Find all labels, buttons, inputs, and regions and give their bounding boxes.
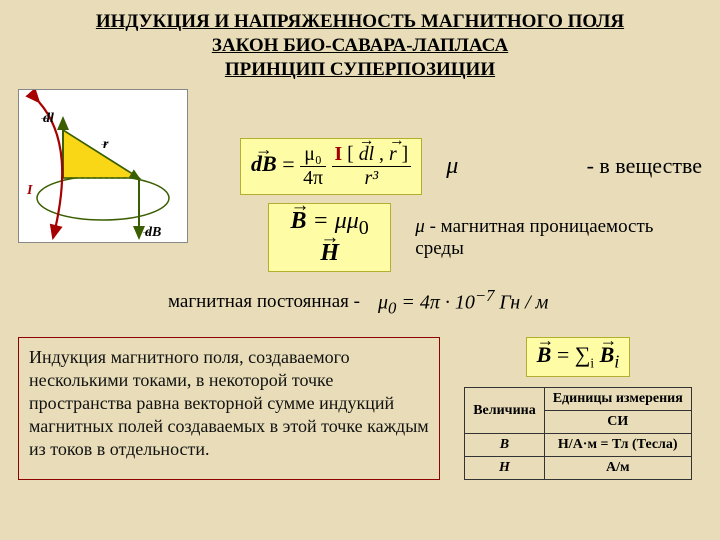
col-si: СИ — [544, 411, 691, 434]
B-mu-H-formula: B = μμ0 H — [268, 203, 391, 272]
svg-text:→: → — [39, 112, 49, 123]
r3-den: r³ — [332, 167, 412, 190]
sym-I: I — [335, 143, 343, 165]
superposition-formula: B = ∑i Bi — [526, 337, 631, 377]
superposition-definition: Индукция магнитного поля, создаваемого н… — [18, 337, 440, 480]
title-line-3: ПРИНЦИП СУПЕРПОЗИЦИИ — [18, 58, 702, 82]
sym-B: B — [290, 208, 306, 235]
table-row: H А/м — [465, 457, 692, 480]
biot-savart-diagram: dl r I dB → → → — [18, 89, 188, 243]
sym-dB: dB — [251, 151, 277, 177]
mu0-num: μ₀ — [300, 143, 326, 167]
field-loop — [37, 176, 169, 220]
sym-H: H — [320, 240, 339, 267]
sym-dl: dl — [359, 143, 374, 166]
table-row: B Н/А·м = Тл (Тесла) — [465, 434, 692, 457]
svg-text:→: → — [99, 138, 109, 149]
diagram-svg: dl r I dB → → → — [19, 90, 187, 242]
title-line-1: ИНДУКЦИЯ И НАПРЯЖЕННОСТЬ МАГНИТНОГО ПОЛЯ — [18, 10, 702, 34]
biot-savart-formula: dB = μ₀ 4π I [ dl , r ] r³ — [240, 138, 422, 195]
label-I: I — [26, 183, 33, 198]
mu0-value: μ0 = 4π · 10−7 Гн / м — [378, 286, 549, 319]
magnetic-constant-label: магнитная постоянная - — [168, 291, 360, 313]
title-line-2: ЗАКОН БИО-САВАРА-ЛАПЛАСА — [18, 34, 702, 58]
col-units: Единицы измерения — [544, 388, 691, 411]
mu-symbol: μ — [446, 153, 458, 180]
col-quantity: Величина — [465, 388, 545, 434]
sym-r: r — [389, 143, 397, 166]
svg-text:→: → — [141, 226, 151, 237]
units-table: Величина Единицы измерения СИ B Н/А·м = … — [464, 387, 692, 480]
4pi-den: 4π — [300, 167, 326, 190]
in-substance-text: - в веществе — [587, 153, 702, 179]
mu-permeability-note: μ - магнитная проницаемость среды — [415, 216, 702, 260]
